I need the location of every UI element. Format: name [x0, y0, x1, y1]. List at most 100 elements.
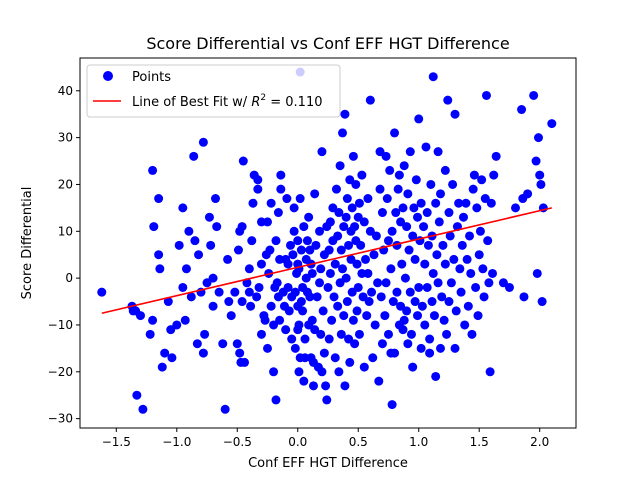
data-point [204, 212, 214, 222]
data-point [375, 184, 385, 194]
data-point [353, 282, 363, 292]
y-tick-label: −20 [48, 365, 73, 379]
data-point [468, 184, 478, 194]
data-point [416, 198, 426, 208]
data-point [531, 156, 541, 166]
data-point [335, 161, 345, 171]
data-point [440, 259, 450, 269]
data-point [145, 329, 155, 339]
data-point [454, 198, 464, 208]
data-point [481, 90, 491, 100]
data-point [329, 292, 339, 302]
data-point [304, 212, 314, 222]
data-point [319, 348, 329, 358]
data-point [283, 259, 293, 269]
data-point [214, 287, 224, 297]
data-point [444, 208, 454, 218]
data-point [363, 194, 373, 204]
data-point [338, 264, 348, 274]
data-point [353, 212, 363, 222]
data-point [373, 278, 383, 288]
data-point [342, 297, 352, 307]
data-point [266, 198, 276, 208]
data-point [365, 226, 375, 236]
data-point [235, 348, 245, 358]
data-point [410, 297, 420, 307]
data-point [340, 381, 350, 391]
data-point [436, 189, 446, 199]
data-point [254, 282, 264, 292]
data-point [138, 404, 148, 414]
data-point [439, 315, 449, 325]
data-point [328, 203, 338, 213]
x-tick-label: −0.5 [223, 435, 252, 449]
data-point [402, 222, 412, 232]
data-point [348, 151, 358, 161]
data-point [308, 381, 318, 391]
data-point [404, 245, 414, 255]
data-point [208, 273, 218, 283]
data-point [377, 208, 387, 218]
data-point [405, 147, 415, 157]
data-point [310, 189, 320, 199]
data-point [154, 250, 164, 260]
data-point [369, 250, 379, 260]
data-point [488, 268, 498, 278]
data-point [230, 287, 240, 297]
x-tick-label: 1.0 [409, 435, 428, 449]
data-point [469, 170, 479, 180]
data-point [316, 329, 326, 339]
data-point [299, 222, 309, 232]
data-point [180, 315, 190, 325]
data-point [390, 348, 400, 358]
data-point [387, 226, 397, 236]
x-tick-label: 2.0 [530, 435, 549, 449]
data-point [436, 343, 446, 353]
plot-area [97, 67, 557, 414]
data-point [198, 137, 208, 147]
data-point [341, 212, 351, 222]
data-point [399, 315, 409, 325]
data-point [220, 404, 230, 414]
data-point [271, 395, 281, 405]
data-point [269, 320, 279, 330]
data-point [190, 236, 200, 246]
data-point [333, 231, 343, 241]
data-point [381, 151, 391, 161]
data-point [385, 165, 395, 175]
data-point [386, 264, 396, 274]
data-point [473, 311, 483, 321]
data-point [194, 250, 204, 260]
data-point [457, 240, 467, 250]
data-point [305, 292, 315, 302]
data-point [348, 315, 358, 325]
legend-line-prefix: Line of Best Fit w/ [132, 95, 251, 110]
data-point [149, 222, 159, 232]
data-point [383, 236, 393, 246]
legend: Points Line of Best Fit w/ R2 = 0.110 [86, 64, 341, 118]
data-point [336, 245, 346, 255]
data-point [463, 301, 473, 311]
data-point [283, 282, 293, 292]
data-point [256, 329, 266, 339]
data-point [224, 297, 234, 307]
y-tick-label: −30 [48, 412, 73, 426]
data-point [398, 203, 408, 213]
data-point [422, 282, 432, 292]
x-tick-label: 1.5 [470, 435, 489, 449]
data-point [330, 353, 340, 363]
chart-title: Score Differential vs Conf EFF HGT Diffe… [146, 34, 509, 53]
data-point [345, 175, 355, 185]
data-point [485, 367, 495, 377]
data-point [240, 357, 250, 367]
data-point [327, 315, 337, 325]
data-point [294, 367, 304, 377]
data-point [256, 259, 266, 269]
y-tick-label: 30 [58, 131, 73, 145]
data-point [312, 292, 322, 302]
data-point [403, 189, 413, 199]
legend-points-label: Points [132, 70, 171, 85]
data-point [396, 301, 406, 311]
data-point [402, 306, 412, 316]
data-point [399, 161, 409, 171]
